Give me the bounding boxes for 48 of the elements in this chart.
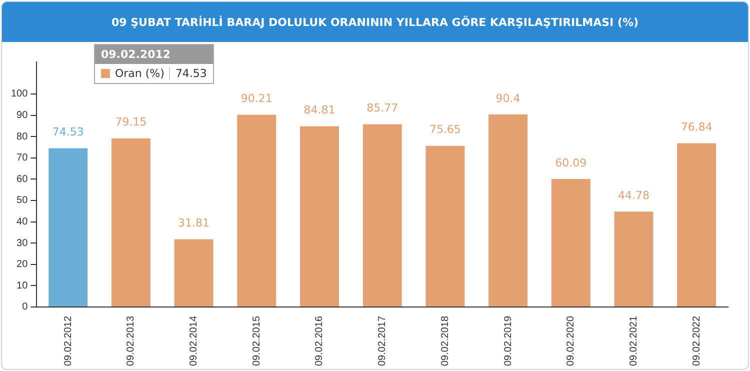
y-tick-label: 20 bbox=[16, 259, 28, 270]
y-tick-label: 60 bbox=[16, 174, 28, 185]
data-label: 79.15 bbox=[115, 116, 147, 129]
y-tick-label: 100 bbox=[10, 88, 28, 100]
bar bbox=[300, 126, 339, 306]
y-tick-label: 10 bbox=[16, 280, 28, 292]
annotation: 74.53 bbox=[169, 67, 207, 80]
data-label: 44.78 bbox=[618, 188, 650, 202]
x-tick-label: 09.02.2019 bbox=[502, 316, 514, 366]
x-tick-label: 09.02.2017 bbox=[377, 316, 388, 366]
bar bbox=[614, 212, 654, 306]
x-tick-label: 09.02.2012 bbox=[62, 316, 74, 366]
data-label: 74.53 bbox=[52, 126, 84, 139]
data-label: 85.77 bbox=[366, 102, 398, 115]
data-label: 84.81 bbox=[304, 104, 336, 117]
y-tick-label: 50 bbox=[16, 195, 28, 206]
y-tick-label: 90 bbox=[16, 110, 28, 121]
x-tick-label: 09.02.2014 bbox=[188, 316, 200, 366]
x-tick-label: 09.02.2018 bbox=[440, 316, 451, 366]
bar bbox=[237, 114, 276, 306]
bar bbox=[488, 114, 528, 306]
y-tick-label: 80 bbox=[16, 131, 28, 142]
data-label: 31.81 bbox=[178, 216, 210, 230]
y-tick-label: 40 bbox=[16, 216, 28, 228]
bar bbox=[48, 148, 88, 306]
bar bbox=[551, 178, 590, 306]
chart-title: 09 ŞUBAT TARİHLİ BARAJ DOLULUK ORANININ YILLARA GÖRE KARŞILAŞTIRILMASI (%) bbox=[2, 2, 748, 42]
data-label: 60.09 bbox=[555, 156, 587, 170]
x-tick-label: 09.02.2022 bbox=[691, 316, 702, 366]
data-label: 90.21 bbox=[240, 92, 272, 106]
data-label: 90.4 bbox=[496, 92, 520, 105]
text: 09.02.2012 bbox=[101, 48, 171, 61]
x-tick-label: 09.02.2021 bbox=[628, 316, 640, 366]
y-tick-label: 70 bbox=[16, 152, 28, 164]
bar bbox=[174, 239, 214, 306]
bar bbox=[677, 143, 716, 306]
y-tick-label: 0 bbox=[22, 302, 28, 313]
x-tick-label: 09.02.2013 bbox=[126, 316, 137, 366]
y-tick-label: 30 bbox=[16, 238, 28, 249]
x-tick-label: 09.02.2016 bbox=[314, 316, 326, 366]
x-tick-label: 09.02.2015 bbox=[251, 316, 262, 366]
bar bbox=[111, 138, 150, 306]
bar bbox=[362, 124, 402, 306]
legend-label: Oran (%) bbox=[115, 67, 164, 80]
data-label: 75.65 bbox=[429, 123, 461, 136]
x-tick-label: 09.02.2020 bbox=[566, 316, 577, 366]
bar bbox=[426, 146, 465, 306]
data-label: 76.84 bbox=[680, 120, 712, 134]
